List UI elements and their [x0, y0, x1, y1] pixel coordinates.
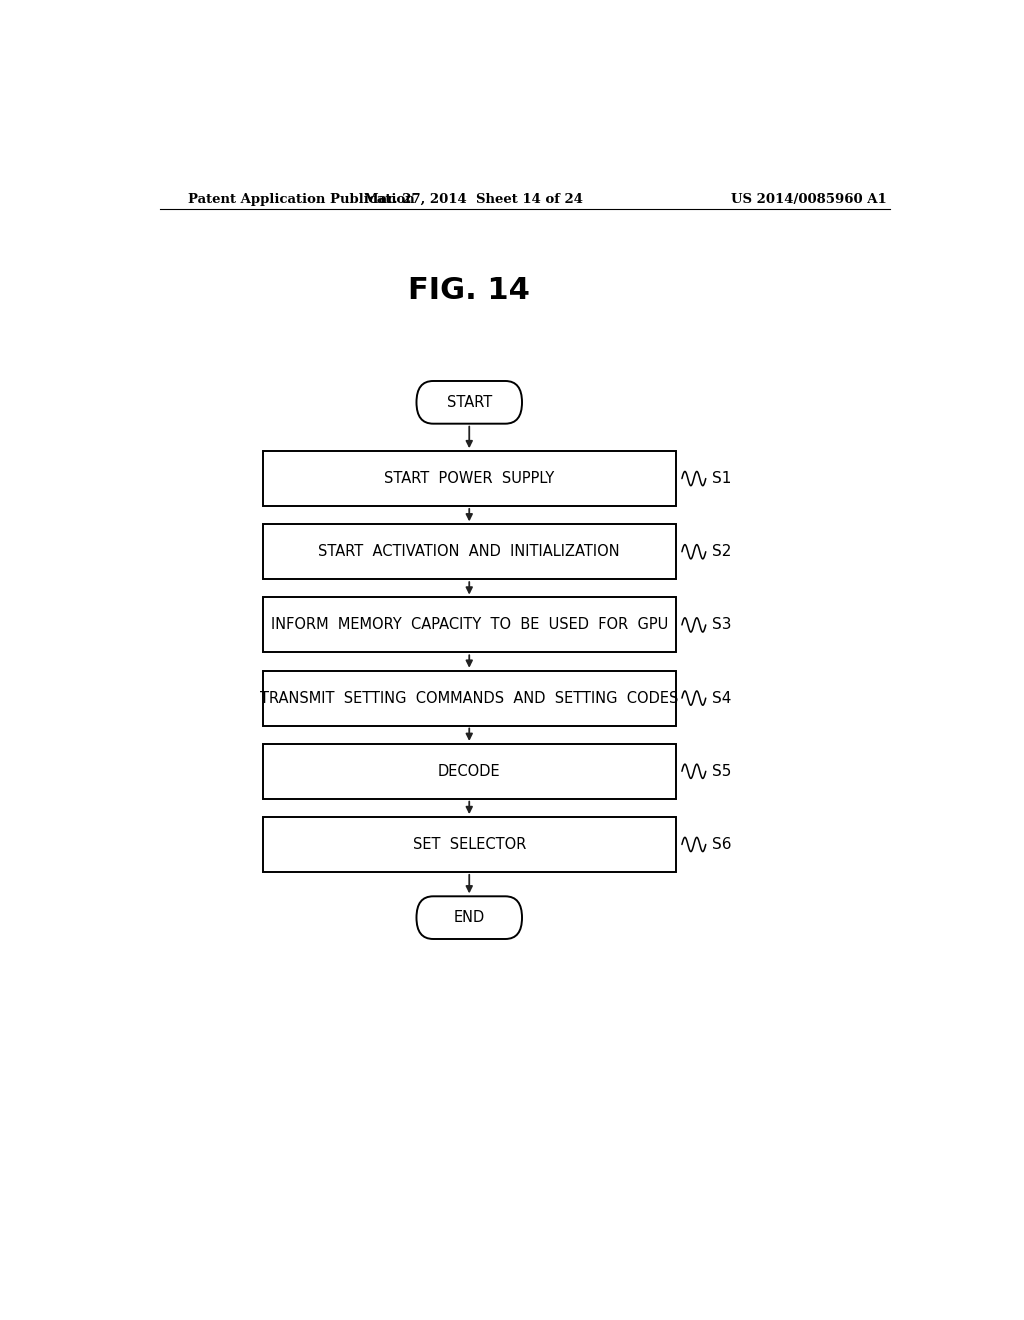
Text: INFORM  MEMORY  CAPACITY  TO  BE  USED  FOR  GPU: INFORM MEMORY CAPACITY TO BE USED FOR GP… [270, 618, 668, 632]
Text: S1: S1 [712, 471, 731, 486]
FancyBboxPatch shape [417, 896, 522, 939]
Bar [263, 451, 676, 506]
Text: US 2014/0085960 A1: US 2014/0085960 A1 [731, 193, 887, 206]
Text: S2: S2 [712, 544, 731, 560]
Text: END: END [454, 911, 485, 925]
Text: START  ACTIVATION  AND  INITIALIZATION: START ACTIVATION AND INITIALIZATION [318, 544, 621, 560]
FancyBboxPatch shape [417, 381, 522, 424]
Text: DECODE: DECODE [438, 764, 501, 779]
Text: START  POWER  SUPPLY: START POWER SUPPLY [384, 471, 554, 486]
Text: TRANSMIT  SETTING  COMMANDS  AND  SETTING  CODES: TRANSMIT SETTING COMMANDS AND SETTING CO… [260, 690, 679, 706]
Bar [263, 598, 676, 652]
Text: S4: S4 [712, 690, 731, 706]
Text: FIG. 14: FIG. 14 [409, 276, 530, 305]
Bar [263, 671, 676, 726]
Text: Patent Application Publication: Patent Application Publication [187, 193, 415, 206]
Bar [263, 524, 676, 579]
Text: S3: S3 [712, 618, 731, 632]
Text: START: START [446, 395, 492, 409]
Text: SET  SELECTOR: SET SELECTOR [413, 837, 526, 851]
Bar [263, 744, 676, 799]
Text: Mar. 27, 2014  Sheet 14 of 24: Mar. 27, 2014 Sheet 14 of 24 [364, 193, 583, 206]
Text: S5: S5 [712, 764, 731, 779]
Text: S6: S6 [712, 837, 731, 851]
Bar [263, 817, 676, 873]
